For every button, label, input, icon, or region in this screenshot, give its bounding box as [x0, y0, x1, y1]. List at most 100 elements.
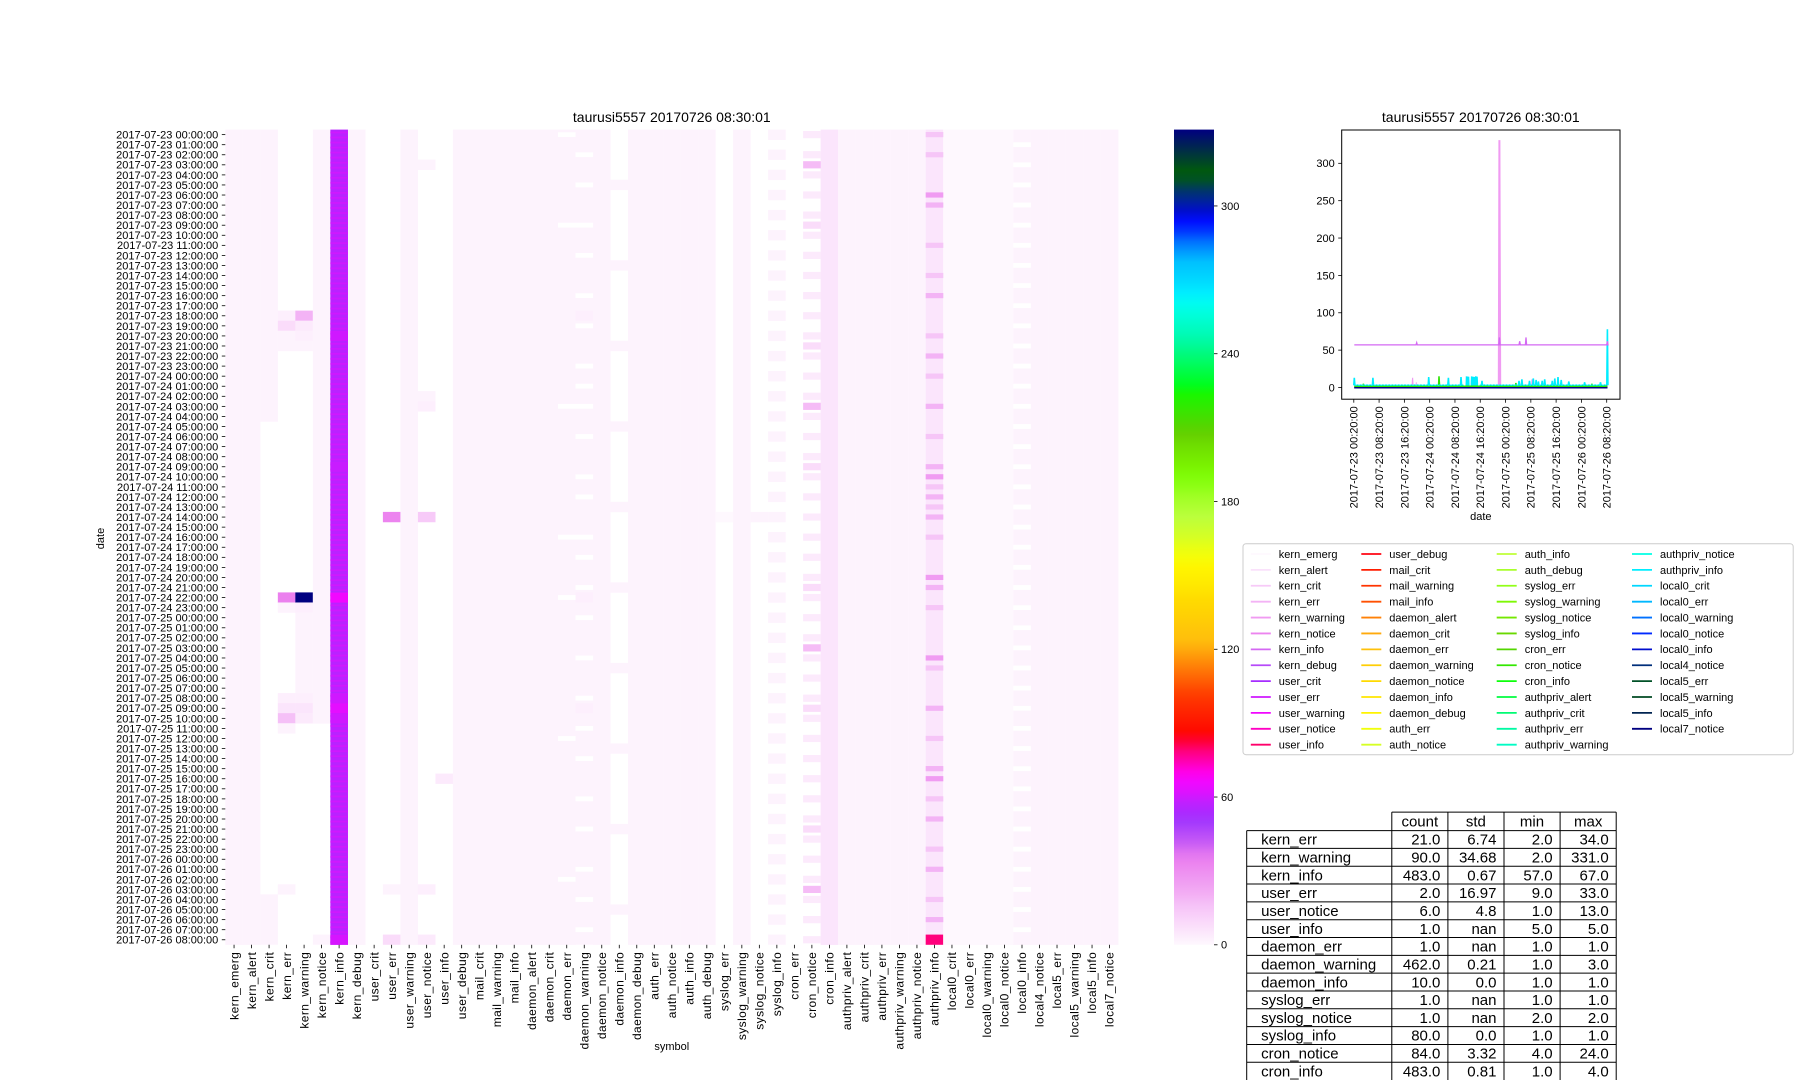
svg-text:daemon_debug: daemon_debug	[630, 952, 644, 1040]
svg-text:2017-07-25 20:00:00: 2017-07-25 20:00:00	[116, 814, 218, 826]
svg-text:authpriv_warning: authpriv_warning	[1525, 740, 1609, 752]
svg-text:2017-07-23 20:00:00: 2017-07-23 20:00:00	[116, 331, 218, 343]
svg-text:daemon_warning: daemon_warning	[1261, 957, 1376, 974]
svg-text:local0_err: local0_err	[1660, 597, 1709, 609]
svg-text:kern_debug: kern_debug	[1279, 660, 1337, 672]
svg-text:4.0: 4.0	[1532, 1046, 1553, 1063]
svg-text:2017-07-26 08:00:00: 2017-07-26 08:00:00	[116, 935, 218, 947]
svg-text:kern_alert: kern_alert	[245, 952, 259, 1010]
svg-text:2017-07-25 15:00:00: 2017-07-25 15:00:00	[116, 764, 218, 776]
svg-text:auth_notice: auth_notice	[665, 952, 679, 1018]
svg-text:2017-07-25 18:00:00: 2017-07-25 18:00:00	[116, 794, 218, 806]
svg-text:2017-07-23 09:00:00: 2017-07-23 09:00:00	[116, 220, 218, 232]
svg-text:1.0: 1.0	[1532, 1063, 1553, 1080]
svg-text:2017-07-25 23:00:00: 2017-07-25 23:00:00	[116, 844, 218, 856]
svg-text:2017-07-26 04:00:00: 2017-07-26 04:00:00	[116, 894, 218, 906]
svg-text:2.0: 2.0	[1532, 832, 1553, 849]
svg-text:daemon_notice: daemon_notice	[595, 952, 609, 1039]
svg-text:kern_crit: kern_crit	[262, 952, 276, 1002]
svg-text:1.0: 1.0	[1532, 903, 1553, 920]
svg-text:kern_info: kern_info	[1279, 644, 1324, 656]
svg-text:1.0: 1.0	[1588, 1028, 1609, 1045]
svg-text:syslog_err: syslog_err	[718, 952, 732, 1011]
svg-text:std: std	[1466, 814, 1486, 831]
svg-text:local7_notice: local7_notice	[1660, 724, 1724, 736]
svg-text:57.0: 57.0	[1523, 867, 1552, 884]
svg-text:kern_emerg: kern_emerg	[227, 952, 241, 1020]
svg-text:mail_crit: mail_crit	[472, 952, 486, 1001]
svg-text:2017-07-25 12:00:00: 2017-07-25 12:00:00	[116, 733, 218, 745]
svg-text:1.0: 1.0	[1420, 939, 1441, 956]
svg-text:2017-07-24 07:00:00: 2017-07-24 07:00:00	[116, 442, 218, 454]
svg-text:local5_warning: local5_warning	[1068, 952, 1082, 1038]
svg-text:2017-07-24 01:00:00: 2017-07-24 01:00:00	[116, 381, 218, 393]
svg-text:2017-07-24 22:00:00: 2017-07-24 22:00:00	[116, 593, 218, 605]
svg-text:cron_info: cron_info	[1525, 676, 1570, 688]
svg-text:daemon_err: daemon_err	[1261, 939, 1342, 956]
svg-text:mail_info: mail_info	[507, 952, 521, 1004]
svg-text:100: 100	[1316, 308, 1334, 320]
svg-text:kern_alert: kern_alert	[1279, 565, 1328, 577]
svg-text:user_debug: user_debug	[1389, 549, 1447, 561]
svg-text:date: date	[95, 528, 107, 549]
svg-text:cron_err: cron_err	[1525, 644, 1566, 656]
svg-text:cron_notice: cron_notice	[1261, 1046, 1339, 1063]
svg-text:1.0: 1.0	[1532, 992, 1553, 1009]
svg-text:cron_info: cron_info	[1261, 1063, 1323, 1080]
svg-text:0.21: 0.21	[1467, 957, 1496, 974]
svg-text:user_notice: user_notice	[420, 952, 434, 1018]
svg-text:2.0: 2.0	[1588, 1010, 1609, 1027]
svg-text:local5_err: local5_err	[1660, 676, 1709, 688]
svg-text:2017-07-24 23:00:00: 2017-07-24 23:00:00	[116, 603, 218, 615]
svg-text:2017-07-23 16:20:00: 2017-07-23 16:20:00	[1399, 406, 1411, 508]
svg-text:daemon_crit: daemon_crit	[542, 952, 556, 1023]
svg-text:user_info: user_info	[437, 952, 451, 1005]
svg-text:200: 200	[1316, 233, 1334, 245]
svg-text:daemon_warning: daemon_warning	[1389, 660, 1473, 672]
svg-text:auth_debug: auth_debug	[1525, 565, 1583, 577]
svg-text:331.0: 331.0	[1571, 850, 1609, 867]
svg-text:2017-07-25 01:00:00: 2017-07-25 01:00:00	[116, 623, 218, 635]
svg-text:2017-07-25 00:00:00: 2017-07-25 00:00:00	[116, 613, 218, 625]
svg-text:0: 0	[1221, 940, 1227, 952]
svg-text:local0_err: local0_err	[963, 952, 977, 1009]
svg-text:kern_emerg: kern_emerg	[1279, 549, 1338, 561]
svg-text:syslog_warning: syslog_warning	[1525, 597, 1601, 609]
svg-text:24.0: 24.0	[1579, 1046, 1608, 1063]
svg-text:count: count	[1401, 814, 1439, 831]
svg-text:authpriv_err: authpriv_err	[875, 952, 889, 1021]
svg-text:2017-07-23 23:00:00: 2017-07-23 23:00:00	[116, 361, 218, 373]
svg-text:daemon_err: daemon_err	[1389, 644, 1449, 656]
svg-text:authpriv_err: authpriv_err	[1525, 724, 1584, 736]
svg-text:2017-07-25 03:00:00: 2017-07-25 03:00:00	[116, 643, 218, 655]
svg-text:2017-07-23 04:00:00: 2017-07-23 04:00:00	[116, 170, 218, 182]
svg-text:2017-07-25 21:00:00: 2017-07-25 21:00:00	[116, 824, 218, 836]
svg-text:2017-07-25 00:20:00: 2017-07-25 00:20:00	[1500, 406, 1512, 508]
svg-text:80.0: 80.0	[1411, 1028, 1440, 1045]
svg-text:user_err: user_err	[385, 952, 399, 1000]
svg-text:2017-07-25 06:00:00: 2017-07-25 06:00:00	[116, 673, 218, 685]
svg-text:kern_err: kern_err	[280, 952, 294, 1000]
svg-text:2017-07-26 01:00:00: 2017-07-26 01:00:00	[116, 864, 218, 876]
svg-text:user_err: user_err	[1279, 692, 1320, 704]
svg-text:2017-07-24 16:00:00: 2017-07-24 16:00:00	[116, 532, 218, 544]
svg-text:authpriv_crit: authpriv_crit	[858, 952, 872, 1023]
svg-text:daemon_alert: daemon_alert	[525, 952, 539, 1030]
svg-text:2017-07-23 03:00:00: 2017-07-23 03:00:00	[116, 160, 218, 172]
svg-text:local0_warning: local0_warning	[1660, 613, 1733, 625]
svg-text:2017-07-23 16:00:00: 2017-07-23 16:00:00	[116, 291, 218, 303]
svg-text:local7_notice: local7_notice	[1103, 952, 1117, 1027]
svg-text:kern_debug: kern_debug	[350, 952, 364, 1019]
svg-text:syslog_notice: syslog_notice	[753, 952, 767, 1030]
svg-text:2017-07-24 08:00:00: 2017-07-24 08:00:00	[116, 452, 218, 464]
svg-text:local0_warning: local0_warning	[980, 952, 994, 1038]
svg-text:user_notice: user_notice	[1279, 724, 1336, 736]
svg-text:2017-07-24 02:00:00: 2017-07-24 02:00:00	[116, 391, 218, 403]
svg-text:daemon_info: daemon_info	[613, 952, 627, 1026]
svg-text:3.0: 3.0	[1588, 957, 1609, 974]
svg-text:1.0: 1.0	[1420, 992, 1441, 1009]
svg-text:max: max	[1574, 814, 1603, 831]
svg-text:2017-07-24 18:00:00: 2017-07-24 18:00:00	[116, 552, 218, 564]
svg-text:2017-07-25 19:00:00: 2017-07-25 19:00:00	[116, 804, 218, 816]
svg-text:kern_notice: kern_notice	[1279, 628, 1336, 640]
